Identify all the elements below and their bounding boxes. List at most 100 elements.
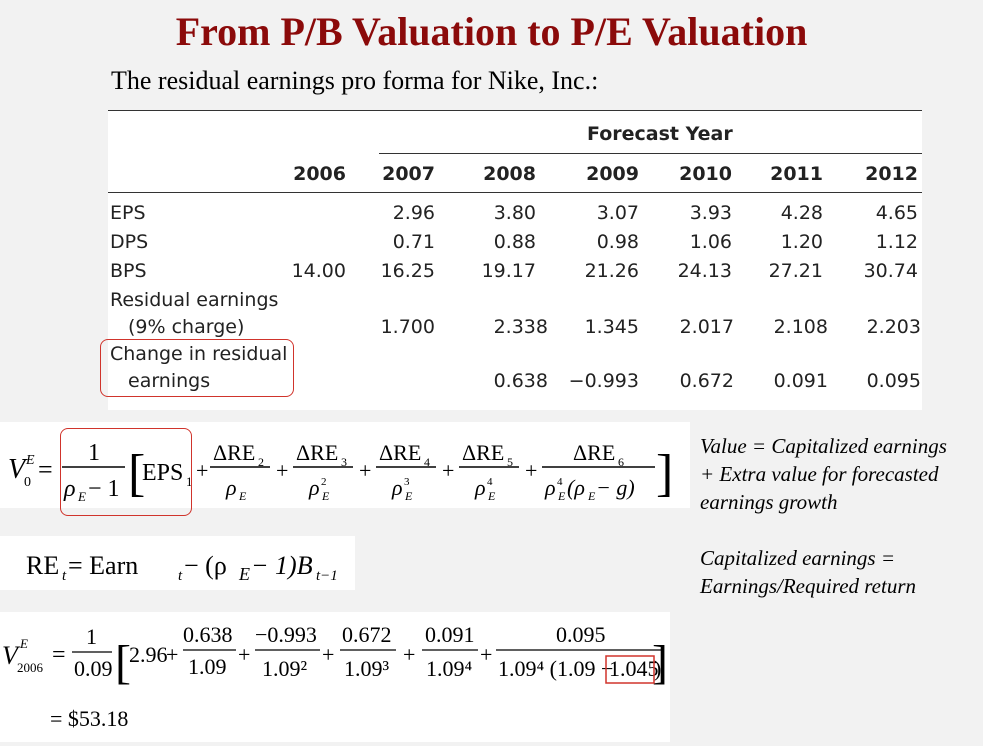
den-rho-sub: E xyxy=(404,489,413,503)
note-line-1: Value = Capitalized earnings xyxy=(700,434,947,458)
year-header: 2010 xyxy=(679,163,732,185)
rho-sub-e: E xyxy=(238,564,250,584)
table-cell: 19.17 xyxy=(481,260,536,282)
table-cell: 4.28 xyxy=(780,202,823,224)
delta-re-sub: 5 xyxy=(507,455,513,469)
row-label-residual-earnings-sub: (9% charge) xyxy=(128,316,245,338)
plus-sign: + xyxy=(166,642,178,667)
year-header: 2007 xyxy=(382,163,435,185)
year-header: 2006 xyxy=(293,163,346,185)
den-rho-sub: E xyxy=(557,489,566,503)
table-cell: 0.88 xyxy=(493,231,536,253)
table-cell: 1.345 xyxy=(584,316,639,338)
re-equals-earn: = Earn xyxy=(68,551,138,580)
plus-sign: + xyxy=(238,642,250,667)
open-bracket: [ xyxy=(128,445,145,502)
nike-den-c: ) xyxy=(654,656,661,681)
den-rho-exp: 2 xyxy=(321,476,327,488)
formula-nike-panel: V E 2006 = 1 0.09 [ 2.96 + 0.638 1.09 + … xyxy=(0,612,670,742)
nike-num: 0.638 xyxy=(183,622,233,647)
note-line-2: + Extra value for forecasted xyxy=(700,462,939,486)
re-sub-t: t xyxy=(62,568,67,584)
row-label-dps: DPS xyxy=(110,231,149,253)
earn-sub-t: t xyxy=(178,568,183,584)
table-cell: 3.07 xyxy=(596,202,639,224)
den-rho-exp: 4 xyxy=(487,476,493,488)
table-cell: 0.095 xyxy=(866,370,921,392)
slide-title: From P/B Valuation to P/E Valuation xyxy=(175,9,808,54)
den-rho: ρ xyxy=(544,475,556,500)
table-cell: 24.13 xyxy=(677,260,732,282)
re-tail: − 1)B xyxy=(251,551,313,580)
close-bracket: ] xyxy=(656,445,673,502)
note-line-3: earnings growth xyxy=(700,490,838,514)
year-header: 2008 xyxy=(483,163,536,185)
den-rho: ρ xyxy=(474,475,486,500)
den-rho-sub: E xyxy=(238,489,247,503)
nike-lhs-sup: E xyxy=(19,636,28,651)
formula-re-panel: RE t = Earn t − (ρ E − 1)B t−1 xyxy=(0,536,355,590)
forecast-year-header: Forecast Year xyxy=(587,123,733,145)
den-rho-exp: 3 xyxy=(404,476,410,488)
den-rho-exp: 4 xyxy=(557,476,563,488)
plus-sign: + xyxy=(276,458,288,483)
formula-eps: EPS xyxy=(142,460,183,486)
nike-den-a: 1.09⁴ (1.09 − xyxy=(498,656,613,681)
delta-re-num: ΔRE xyxy=(462,440,504,465)
formula-value-panel: V E 0 = 1 ρ E − 1 [ EPS 1 + ΔRE 2 ρ E + … xyxy=(0,422,690,516)
nike-num: 0.672 xyxy=(342,622,392,647)
table-cell: 2.96 xyxy=(392,202,435,224)
row-label-bps: BPS xyxy=(110,260,147,282)
plus-sign: + xyxy=(322,642,334,667)
nike-den: 1.09 xyxy=(188,654,227,679)
nike-lhs-v: V xyxy=(2,641,21,670)
formula-value-svg: V E 0 = 1 ρ E − 1 [ EPS 1 + ΔRE 2 ρ E + … xyxy=(8,440,673,504)
row-label-residual-earnings: Residual earnings xyxy=(110,289,279,311)
row-label-eps: EPS xyxy=(110,202,146,224)
year-header: 2011 xyxy=(770,163,823,185)
note-line-4: Capitalized earnings = xyxy=(700,546,896,570)
plus-sign: + xyxy=(525,458,537,483)
b-sub: t−1 xyxy=(316,568,338,584)
row-label-change-residual-sub: earnings xyxy=(128,370,211,392)
year-header: 2009 xyxy=(586,163,639,185)
open-bracket: [ xyxy=(115,636,131,689)
table-cell: 4.65 xyxy=(875,202,918,224)
table-cell: −0.993 xyxy=(568,370,639,392)
nike-den: 1.09² xyxy=(262,656,308,681)
nike-den-b: 1.045 xyxy=(609,656,659,681)
formula-nike-svg: V E 2006 = 1 0.09 [ 2.96 + 0.638 1.09 + … xyxy=(2,622,668,731)
nike-lhs-sub: 2006 xyxy=(17,660,44,675)
delta-re-num: ΔRE xyxy=(296,440,338,465)
delta-re-num: ΔRE xyxy=(573,440,615,465)
nike-num: 0.095 xyxy=(556,622,606,647)
nike-eps: 2.96 xyxy=(129,642,168,667)
table-cell: 3.80 xyxy=(493,202,536,224)
plus-sign: + xyxy=(480,642,492,667)
table-cell: 2.203 xyxy=(866,316,921,338)
plus-sign: + xyxy=(359,458,371,483)
table-cell: 2.108 xyxy=(773,316,828,338)
den-tail: − g) xyxy=(596,475,635,500)
den-rho: ρ xyxy=(225,475,237,500)
formula-minus-one: − 1 xyxy=(88,476,120,502)
formula-lhs-sub: 0 xyxy=(24,475,31,490)
table-cell: 14.00 xyxy=(291,260,346,282)
formula-lhs-v: V xyxy=(8,454,28,485)
delta-re-num: ΔRE xyxy=(213,440,255,465)
table-cell: 0.672 xyxy=(679,370,734,392)
den-rho: ρ xyxy=(391,475,403,500)
nike-den: 1.09⁴ xyxy=(426,656,473,681)
table-cell: 21.26 xyxy=(584,260,639,282)
delta-re-sub: 3 xyxy=(341,455,347,469)
delta-re-sub: 4 xyxy=(424,455,430,469)
table-cell: 0.71 xyxy=(392,231,435,253)
re-symbol: RE xyxy=(26,551,59,580)
formula-eps-sub: 1 xyxy=(186,474,193,489)
nike-one: 1 xyxy=(86,624,97,649)
close-bracket: ] xyxy=(652,636,668,689)
den-rho-sub: E xyxy=(487,489,496,503)
formula-lhs-sup: E xyxy=(25,453,35,468)
plus-sign: + xyxy=(442,458,454,483)
nike-result: = $53.18 xyxy=(50,706,128,731)
